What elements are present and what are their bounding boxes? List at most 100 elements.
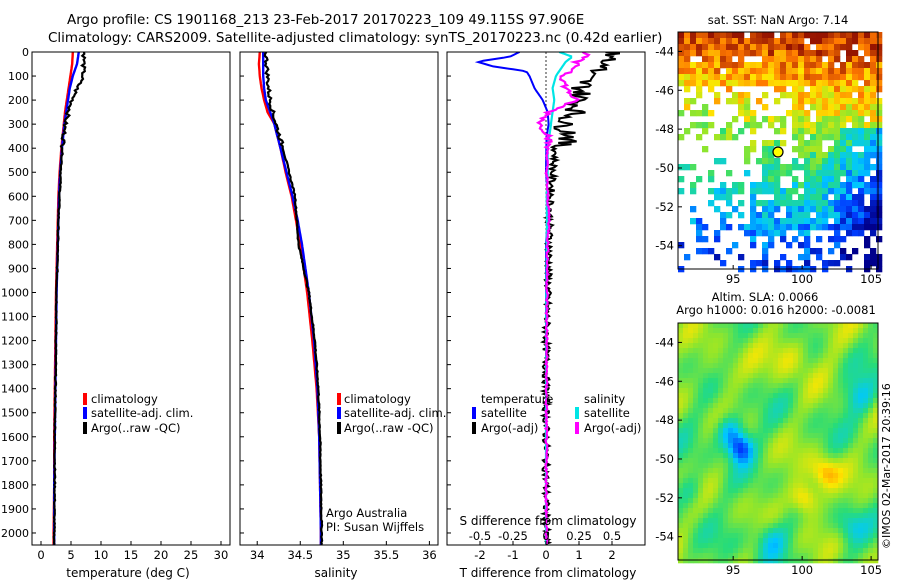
sst-cell	[732, 38, 739, 45]
sla-cell	[738, 418, 744, 424]
sla-cell	[718, 378, 724, 384]
sla-cell	[813, 513, 819, 519]
sst-cell	[870, 32, 877, 39]
sst-cell	[864, 38, 871, 45]
sla-cell	[698, 493, 704, 499]
sst-cell	[834, 68, 841, 75]
sla-cell	[713, 338, 719, 344]
sla-cell	[763, 423, 769, 429]
sla-cell	[808, 353, 814, 359]
sla-cell	[763, 558, 769, 564]
sla-cell	[828, 453, 834, 459]
sla-cell	[753, 543, 759, 549]
sla-cell	[768, 393, 774, 399]
legend-label-satellite: satellite-adj. clim.	[91, 406, 193, 420]
sla-cell	[683, 413, 689, 419]
sla-cell	[683, 498, 689, 504]
sst-cell	[738, 98, 745, 105]
sst-cell	[756, 68, 763, 75]
sla-cell	[718, 503, 724, 509]
sla-cell	[733, 528, 739, 534]
sla-cell	[678, 363, 684, 369]
sla-cell	[803, 518, 809, 524]
sla-cell	[823, 353, 829, 359]
sla-cell	[698, 343, 704, 349]
sla-cell	[803, 328, 809, 334]
sla-cell	[758, 353, 764, 359]
sla-cell	[858, 473, 864, 479]
sla-cell	[723, 398, 729, 404]
sla-cell	[808, 453, 814, 459]
sla-cell	[753, 538, 759, 544]
sla-cell	[848, 368, 854, 374]
salinity-lines	[257, 52, 324, 545]
sst-cell	[690, 98, 697, 105]
sla-cell	[698, 348, 704, 354]
sla-cell	[713, 518, 719, 524]
sla-cell	[828, 543, 834, 549]
legend-swatch-satellite	[337, 407, 341, 419]
sla-cell	[773, 343, 779, 349]
sla-cell	[873, 443, 879, 449]
sla-cell	[803, 548, 809, 554]
sla-cell	[783, 458, 789, 464]
sst-cell	[774, 230, 781, 237]
sst-cell	[828, 38, 835, 45]
sla-cell	[738, 483, 744, 489]
sst-cell	[732, 206, 739, 213]
sla-cell	[728, 388, 734, 394]
sst-cell	[816, 188, 823, 195]
sst-cell	[780, 32, 787, 39]
sla-cell	[838, 368, 844, 374]
sla-cell	[738, 398, 744, 404]
sla-cell	[683, 513, 689, 519]
sla-cell	[848, 378, 854, 384]
sla-cell	[738, 523, 744, 529]
x-tick-label: 5	[67, 548, 74, 562]
sla-cell	[738, 498, 744, 504]
sla-cell	[783, 443, 789, 449]
sst-cell	[810, 224, 817, 231]
sst-cell	[702, 110, 709, 117]
sla-cell	[788, 468, 794, 474]
sst-cell	[792, 158, 799, 165]
sla-cell	[828, 508, 834, 514]
sla-cell	[713, 438, 719, 444]
sst-cell	[762, 80, 769, 87]
sst-cell	[864, 152, 871, 159]
sla-cell	[778, 353, 784, 359]
sla-cell	[738, 493, 744, 499]
sla-cell	[798, 383, 804, 389]
sla-cell	[868, 438, 874, 444]
sla-cell	[788, 378, 794, 384]
sla-cell	[773, 403, 779, 409]
sla-cell	[723, 438, 729, 444]
sla-cell	[838, 478, 844, 484]
sla-cell	[833, 468, 839, 474]
sla-cell	[798, 388, 804, 394]
sla-cell	[853, 473, 859, 479]
sst-cell	[744, 122, 751, 129]
sst-cell	[858, 194, 865, 201]
sst-cell	[858, 188, 865, 195]
sst-cell	[804, 44, 811, 51]
sla-cell	[783, 363, 789, 369]
sst-cell	[714, 206, 721, 213]
sla-cell	[803, 558, 809, 564]
sst-cell	[810, 170, 817, 177]
sla-cell	[748, 503, 754, 509]
sla-cell	[808, 523, 814, 529]
sla-cell	[853, 548, 859, 554]
sla-cell	[863, 488, 869, 494]
sla-cell	[813, 558, 819, 564]
sst-cell	[804, 236, 811, 243]
sla-cell	[783, 483, 789, 489]
sst-cell	[846, 206, 853, 213]
sst-cell	[780, 44, 787, 51]
x-tick-label: 1	[575, 548, 582, 562]
sla-cell	[808, 503, 814, 509]
sst-cell	[858, 158, 865, 165]
sla-cell	[833, 543, 839, 549]
sla-cell	[858, 358, 864, 364]
sla-cell	[753, 393, 759, 399]
